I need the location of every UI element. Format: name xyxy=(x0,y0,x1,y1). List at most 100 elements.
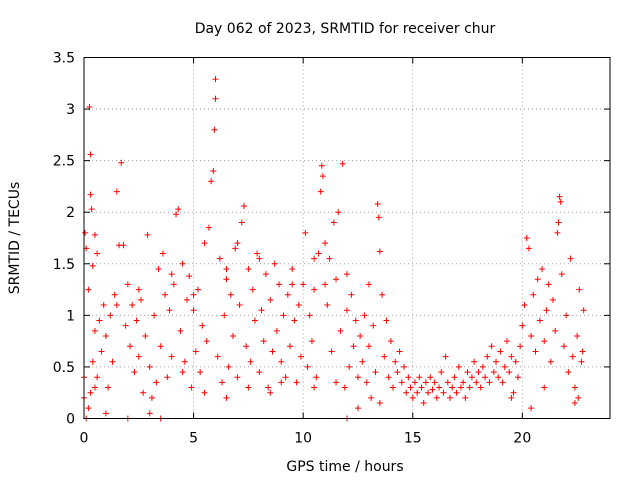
data-point xyxy=(499,379,506,386)
data-point xyxy=(142,332,149,339)
data-point xyxy=(365,343,372,350)
data-point xyxy=(541,338,548,345)
data-point xyxy=(205,224,212,231)
data-point xyxy=(280,312,287,319)
data-point xyxy=(359,358,366,365)
data-point xyxy=(547,358,554,365)
data-point xyxy=(319,173,326,180)
data-point xyxy=(91,327,98,334)
data-point xyxy=(82,229,89,236)
data-point xyxy=(269,348,276,355)
data-point xyxy=(493,358,500,365)
data-point xyxy=(308,338,315,345)
data-point xyxy=(532,348,539,355)
data-point xyxy=(170,281,177,288)
data-point xyxy=(124,281,131,288)
data-point xyxy=(113,188,120,195)
data-point xyxy=(199,322,206,329)
data-point xyxy=(387,338,394,345)
data-point xyxy=(429,386,436,393)
data-point xyxy=(287,343,294,350)
data-point xyxy=(166,307,173,314)
data-point xyxy=(501,363,508,370)
data-point xyxy=(539,265,546,272)
data-point xyxy=(111,291,118,298)
data-point xyxy=(484,353,491,360)
data-point xyxy=(300,281,307,288)
data-point xyxy=(508,394,515,401)
data-point xyxy=(488,343,495,350)
data-point xyxy=(236,302,243,309)
data-point xyxy=(479,363,486,370)
data-point xyxy=(94,250,101,257)
data-point xyxy=(245,265,252,272)
data-point xyxy=(162,291,169,298)
data-point xyxy=(87,151,94,158)
data-point xyxy=(536,317,543,324)
data-point xyxy=(451,374,458,381)
data-point xyxy=(289,265,296,272)
data-point xyxy=(284,291,291,298)
data-point xyxy=(311,286,318,293)
data-point xyxy=(335,209,342,216)
data-point xyxy=(148,394,155,401)
data-point xyxy=(168,271,175,278)
x-tick-label: 5 xyxy=(189,431,198,447)
x-axis-label: GPS time / hours xyxy=(286,459,403,475)
data-point xyxy=(497,348,504,355)
data-point xyxy=(137,296,144,303)
data-point xyxy=(571,400,578,407)
data-point xyxy=(223,276,230,283)
data-point xyxy=(216,255,223,262)
data-point xyxy=(554,229,561,236)
data-point xyxy=(100,302,107,309)
data-point xyxy=(348,291,355,298)
data-point xyxy=(212,95,219,102)
data-point xyxy=(545,281,552,288)
data-point xyxy=(225,363,232,370)
data-point xyxy=(317,188,324,195)
y-tick-label: 2.5 xyxy=(53,154,75,170)
data-point xyxy=(372,369,379,376)
data-point xyxy=(247,358,254,365)
data-point xyxy=(87,389,94,396)
data-point xyxy=(109,358,116,365)
data-point xyxy=(543,307,550,314)
data-point xyxy=(569,353,576,360)
data-point xyxy=(440,389,447,396)
data-point xyxy=(267,389,274,396)
data-point xyxy=(411,379,418,386)
data-point xyxy=(322,240,329,247)
data-point xyxy=(221,312,228,319)
data-point xyxy=(140,389,147,396)
data-point xyxy=(486,379,493,386)
data-point xyxy=(278,358,285,365)
data-point xyxy=(344,307,350,314)
data-point xyxy=(514,374,521,381)
data-point xyxy=(87,191,94,198)
x-tick-label: 15 xyxy=(404,431,422,447)
data-point xyxy=(565,369,572,376)
data-point xyxy=(528,332,535,339)
chart-title: Day 062 of 2023, SRMTID for receiver chu… xyxy=(195,21,496,37)
data-point xyxy=(223,394,230,401)
data-point xyxy=(131,369,138,376)
data-point xyxy=(407,384,414,391)
data-point xyxy=(265,384,272,391)
data-point xyxy=(409,394,416,401)
data-point xyxy=(376,400,383,407)
data-point xyxy=(175,206,182,213)
data-point xyxy=(234,240,241,247)
data-point xyxy=(390,384,397,391)
y-tick-label: 3 xyxy=(66,102,75,118)
data-point xyxy=(267,296,274,303)
data-point xyxy=(302,229,309,236)
data-point xyxy=(322,281,329,288)
data-point xyxy=(105,384,112,391)
data-point xyxy=(416,374,423,381)
data-point xyxy=(146,363,153,370)
data-point xyxy=(190,307,197,314)
data-point xyxy=(460,379,467,386)
data-point xyxy=(341,384,348,391)
data-point xyxy=(425,389,432,396)
